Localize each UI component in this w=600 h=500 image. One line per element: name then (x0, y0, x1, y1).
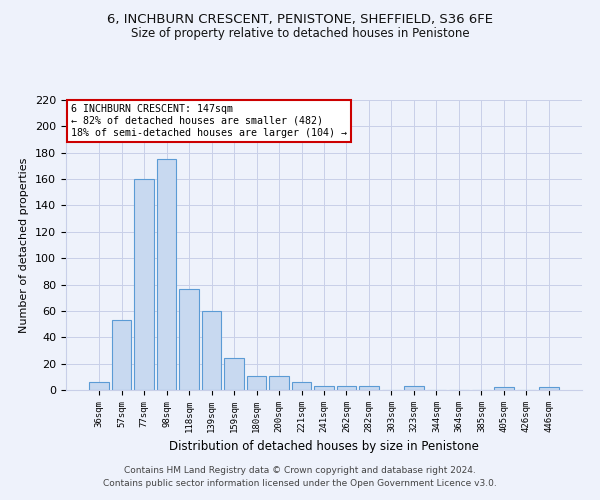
Bar (337, 386, 356, 390)
Bar (359, 386, 379, 390)
Bar (247, 376, 266, 390)
Bar (269, 376, 289, 390)
Text: Size of property relative to detached houses in Penistone: Size of property relative to detached ho… (131, 28, 469, 40)
X-axis label: Distribution of detached houses by size in Penistone: Distribution of detached houses by size … (169, 440, 479, 454)
Text: 6 INCHBURN CRESCENT: 147sqm
← 82% of detached houses are smaller (482)
18% of se: 6 INCHBURN CRESCENT: 147sqm ← 82% of det… (71, 104, 347, 138)
Bar (179, 288, 199, 390)
Bar (224, 358, 244, 390)
Bar (89, 382, 109, 390)
Bar (112, 320, 131, 390)
Bar (314, 386, 334, 390)
Y-axis label: Number of detached properties: Number of detached properties (19, 158, 29, 332)
Text: 6, INCHBURN CRESCENT, PENISTONE, SHEFFIELD, S36 6FE: 6, INCHBURN CRESCENT, PENISTONE, SHEFFIE… (107, 12, 493, 26)
Bar (202, 311, 221, 390)
Bar (157, 160, 176, 390)
Bar (134, 179, 154, 390)
Bar (292, 382, 311, 390)
Text: Contains HM Land Registry data © Crown copyright and database right 2024.
Contai: Contains HM Land Registry data © Crown c… (103, 466, 497, 487)
Bar (404, 386, 424, 390)
Bar (494, 388, 514, 390)
Bar (539, 388, 559, 390)
